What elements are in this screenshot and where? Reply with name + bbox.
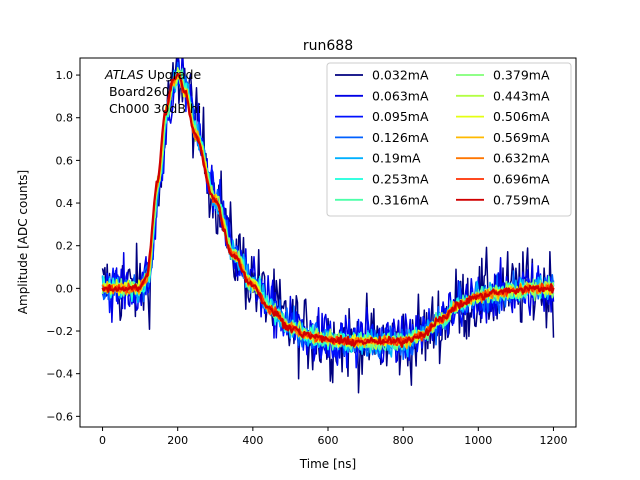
legend-label: 0.696mA: [493, 172, 550, 187]
x-tick-label: 200: [167, 434, 188, 447]
x-tick-label: 0: [99, 434, 106, 447]
y-tick-label: 0.2: [56, 240, 74, 253]
x-axis-label: Time [ns]: [299, 457, 356, 471]
legend-label: 0.569mA: [493, 130, 550, 145]
y-tick-label: −0.4: [46, 368, 73, 381]
legend: 0.032mA 0.063mA 0.095mA 0.126mA 0.19mA 0.253m…: [326, 62, 572, 217]
y-tick-label: 1.0: [56, 69, 74, 82]
annotation-board: Board260: [109, 84, 170, 99]
legend-label: 0.095mA: [372, 109, 429, 124]
series-layer: [101, 58, 555, 394]
series-line: [102, 75, 554, 350]
y-tick-label: 0.6: [56, 154, 74, 167]
legend-label: 0.063mA: [372, 88, 429, 103]
y-tick-label: −0.2: [46, 325, 73, 338]
legend-label: 0.632mA: [493, 151, 550, 166]
legend-label: 0.19mA: [372, 151, 421, 166]
legend-label: 0.253mA: [372, 172, 429, 187]
y-tick-label: 0.8: [56, 112, 74, 125]
x-tick-label: 600: [318, 434, 339, 447]
x-tick-label: 400: [242, 434, 263, 447]
x-tick-label: 800: [393, 434, 414, 447]
atlas-annotation: ATLAS Upgrade Board260 Ch000 30dB hi: [104, 67, 201, 116]
annotation-upgrade: Upgrade: [144, 67, 202, 82]
legend-label: 0.316mA: [372, 192, 429, 207]
y-tick-label: 0.4: [56, 197, 74, 210]
annotation-atlas: ATLAS: [104, 67, 144, 82]
chart-title: run688: [303, 38, 353, 54]
y-tick-label: 0.0: [56, 282, 74, 295]
annotation-line1: ATLAS Upgrade: [104, 67, 201, 82]
legend-label: 0.506mA: [493, 109, 550, 124]
series-line: [101, 58, 555, 364]
ticks-layer: 0 200 400 600 800 1000 1200 −0.6 −0.4 −0.2 0.0 0.2 0…: [46, 69, 567, 447]
legend-label: 0.379mA: [493, 68, 550, 83]
legend-label: 0.126mA: [372, 130, 429, 145]
x-tick-label: 1200: [539, 434, 567, 447]
legend-label: 0.759mA: [493, 192, 550, 207]
legend-label: 0.443mA: [493, 88, 550, 103]
annotation-channel: Ch000 30dB hi: [109, 101, 201, 116]
series-line: [101, 66, 555, 351]
series-line: [101, 72, 555, 348]
legend-box: [326, 62, 572, 217]
x-tick-label: 1000: [464, 434, 492, 447]
plot-frame: [79, 57, 577, 428]
y-axis-label: Amplitude [ADC counts]: [16, 170, 30, 314]
y-tick-label: −0.6: [46, 410, 73, 423]
legend-label: 0.032mA: [372, 68, 429, 83]
